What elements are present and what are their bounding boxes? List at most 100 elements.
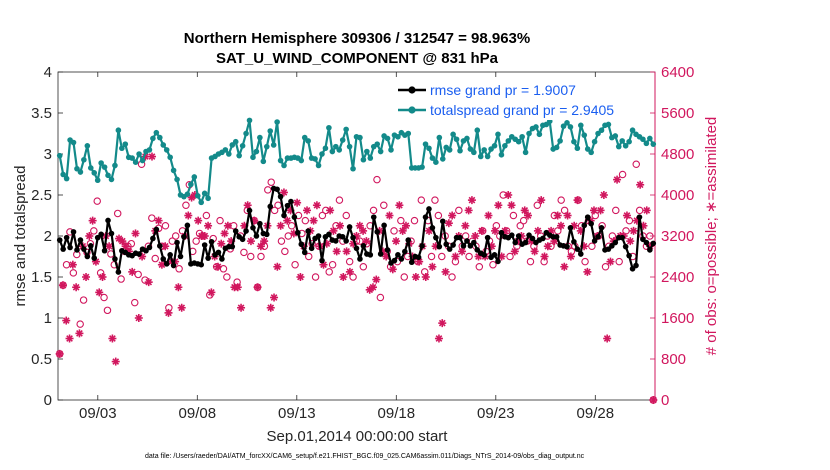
obs-assimilated-marker (233, 283, 242, 292)
rmse-marker (84, 253, 91, 260)
totalspread-marker (84, 143, 91, 149)
rmse-marker (215, 249, 222, 256)
totalspread-marker (650, 141, 657, 147)
rmse-marker (284, 202, 291, 209)
rmse-marker (508, 232, 515, 238)
totalspread-marker (429, 155, 436, 161)
totalspread-marker (246, 117, 253, 124)
obs-assimilated-marker (448, 211, 457, 220)
totalspread-marker (315, 162, 322, 169)
obs-assimilated-marker (537, 196, 546, 205)
rmse-marker (353, 245, 360, 252)
obs-assimilated-marker (355, 221, 364, 230)
totalspread-marker (629, 127, 636, 134)
rmse-marker (636, 214, 643, 220)
obs-assimilated-marker (108, 334, 117, 343)
obs-assimilated-marker (148, 152, 157, 161)
obs-possible-marker (182, 201, 190, 210)
totalspread-marker (329, 148, 336, 155)
y-right-tick-label: 800 (661, 351, 686, 368)
totalspread-marker (567, 124, 574, 130)
obs-possible-marker (223, 273, 231, 281)
rmse-marker (157, 243, 163, 249)
obs-assimilated-marker (438, 319, 447, 328)
rmse-marker (402, 248, 408, 255)
totalspread-marker (436, 134, 443, 141)
rmse-marker (170, 262, 177, 269)
obs-assimilated-marker (194, 216, 203, 225)
obs-assimilated-marker (583, 267, 592, 276)
obs-possible-marker (304, 252, 313, 261)
totalspread-marker (94, 177, 101, 184)
obs-assimilated-marker (213, 262, 222, 271)
obs-assimilated-marker (273, 262, 282, 271)
rmse-marker (257, 220, 263, 227)
totalspread-marker (98, 160, 104, 166)
rmse-marker (619, 234, 626, 241)
obs-possible-marker (519, 216, 528, 225)
obs-assimilated-marker (629, 226, 638, 235)
totalspread-marker (591, 138, 598, 145)
rmse-marker (198, 261, 205, 268)
rmse-marker (201, 242, 208, 248)
totalspread-marker (105, 172, 111, 179)
totalspread-marker (270, 142, 277, 148)
totalspread-marker (188, 181, 194, 188)
y-left-tick-label: 0.5 (31, 351, 52, 368)
obs-possible-marker (328, 260, 337, 269)
obs-possible-marker (615, 257, 623, 266)
obs-assimilated-marker (329, 226, 338, 235)
obs-possible-marker (380, 201, 388, 210)
obs-assimilated-marker (464, 206, 473, 215)
rmse-marker (598, 225, 605, 231)
rmse-marker (481, 252, 487, 258)
obs-possible-marker (506, 252, 514, 261)
y-left-tick-label: 1 (44, 310, 52, 327)
rmse-marker (443, 241, 450, 247)
obs-assimilated-marker (217, 239, 226, 248)
totalspread-marker (201, 190, 208, 197)
totalspread-marker (232, 138, 239, 145)
rmse-marker (250, 225, 256, 231)
obs-assimilated-marker (425, 226, 434, 235)
totalspread-marker (81, 156, 87, 163)
obs-assimilated-marker (434, 334, 443, 343)
obs-assimilated-marker (642, 206, 651, 215)
totalspread-marker (350, 165, 356, 172)
totalspread-marker (153, 129, 160, 136)
obs-assimilated-marker (385, 211, 394, 220)
chart-subtitle: SAT_U_WIND_COMPONENT @ 831 hPa (216, 50, 499, 67)
rmse-marker (246, 207, 253, 214)
totalspread-marker (505, 138, 512, 144)
rmse-marker (622, 243, 629, 250)
rmse-marker (643, 239, 650, 246)
rmse-marker (515, 233, 522, 239)
rmse-marker (105, 217, 111, 224)
totalspread-marker (132, 159, 139, 165)
obs-possible-marker (161, 222, 170, 230)
totalspread-marker (360, 156, 367, 163)
totalspread-marker (198, 199, 205, 206)
obs-possible-marker (318, 211, 327, 220)
totalspread-marker (553, 144, 560, 151)
obs-assimilated-marker (207, 288, 216, 297)
totalspread-marker (167, 154, 173, 161)
rmse-marker (160, 256, 167, 262)
rmse-marker (315, 233, 322, 239)
rmse-marker (398, 256, 405, 262)
rmse-marker (647, 247, 653, 253)
totalspread-marker (474, 127, 481, 134)
totalspread-marker (194, 193, 201, 199)
rmse-marker (319, 257, 325, 264)
y-left-axis: 0 0.5 1 1.5 2 2.5 3 3.5 4 (31, 64, 63, 409)
rmse-marker (581, 222, 588, 229)
totalspread-marker (564, 120, 570, 126)
rmse-marker (219, 256, 225, 262)
chart-title: Northern Hemisphere 309306 / 312547 = 98… (184, 30, 530, 47)
rmse-marker (405, 237, 412, 243)
rmse-marker (146, 244, 153, 251)
rmse-marker (439, 218, 446, 225)
obs-assimilated-marker (342, 247, 351, 256)
obs-assimilated-marker (266, 303, 275, 312)
totalspread-marker (519, 133, 525, 140)
